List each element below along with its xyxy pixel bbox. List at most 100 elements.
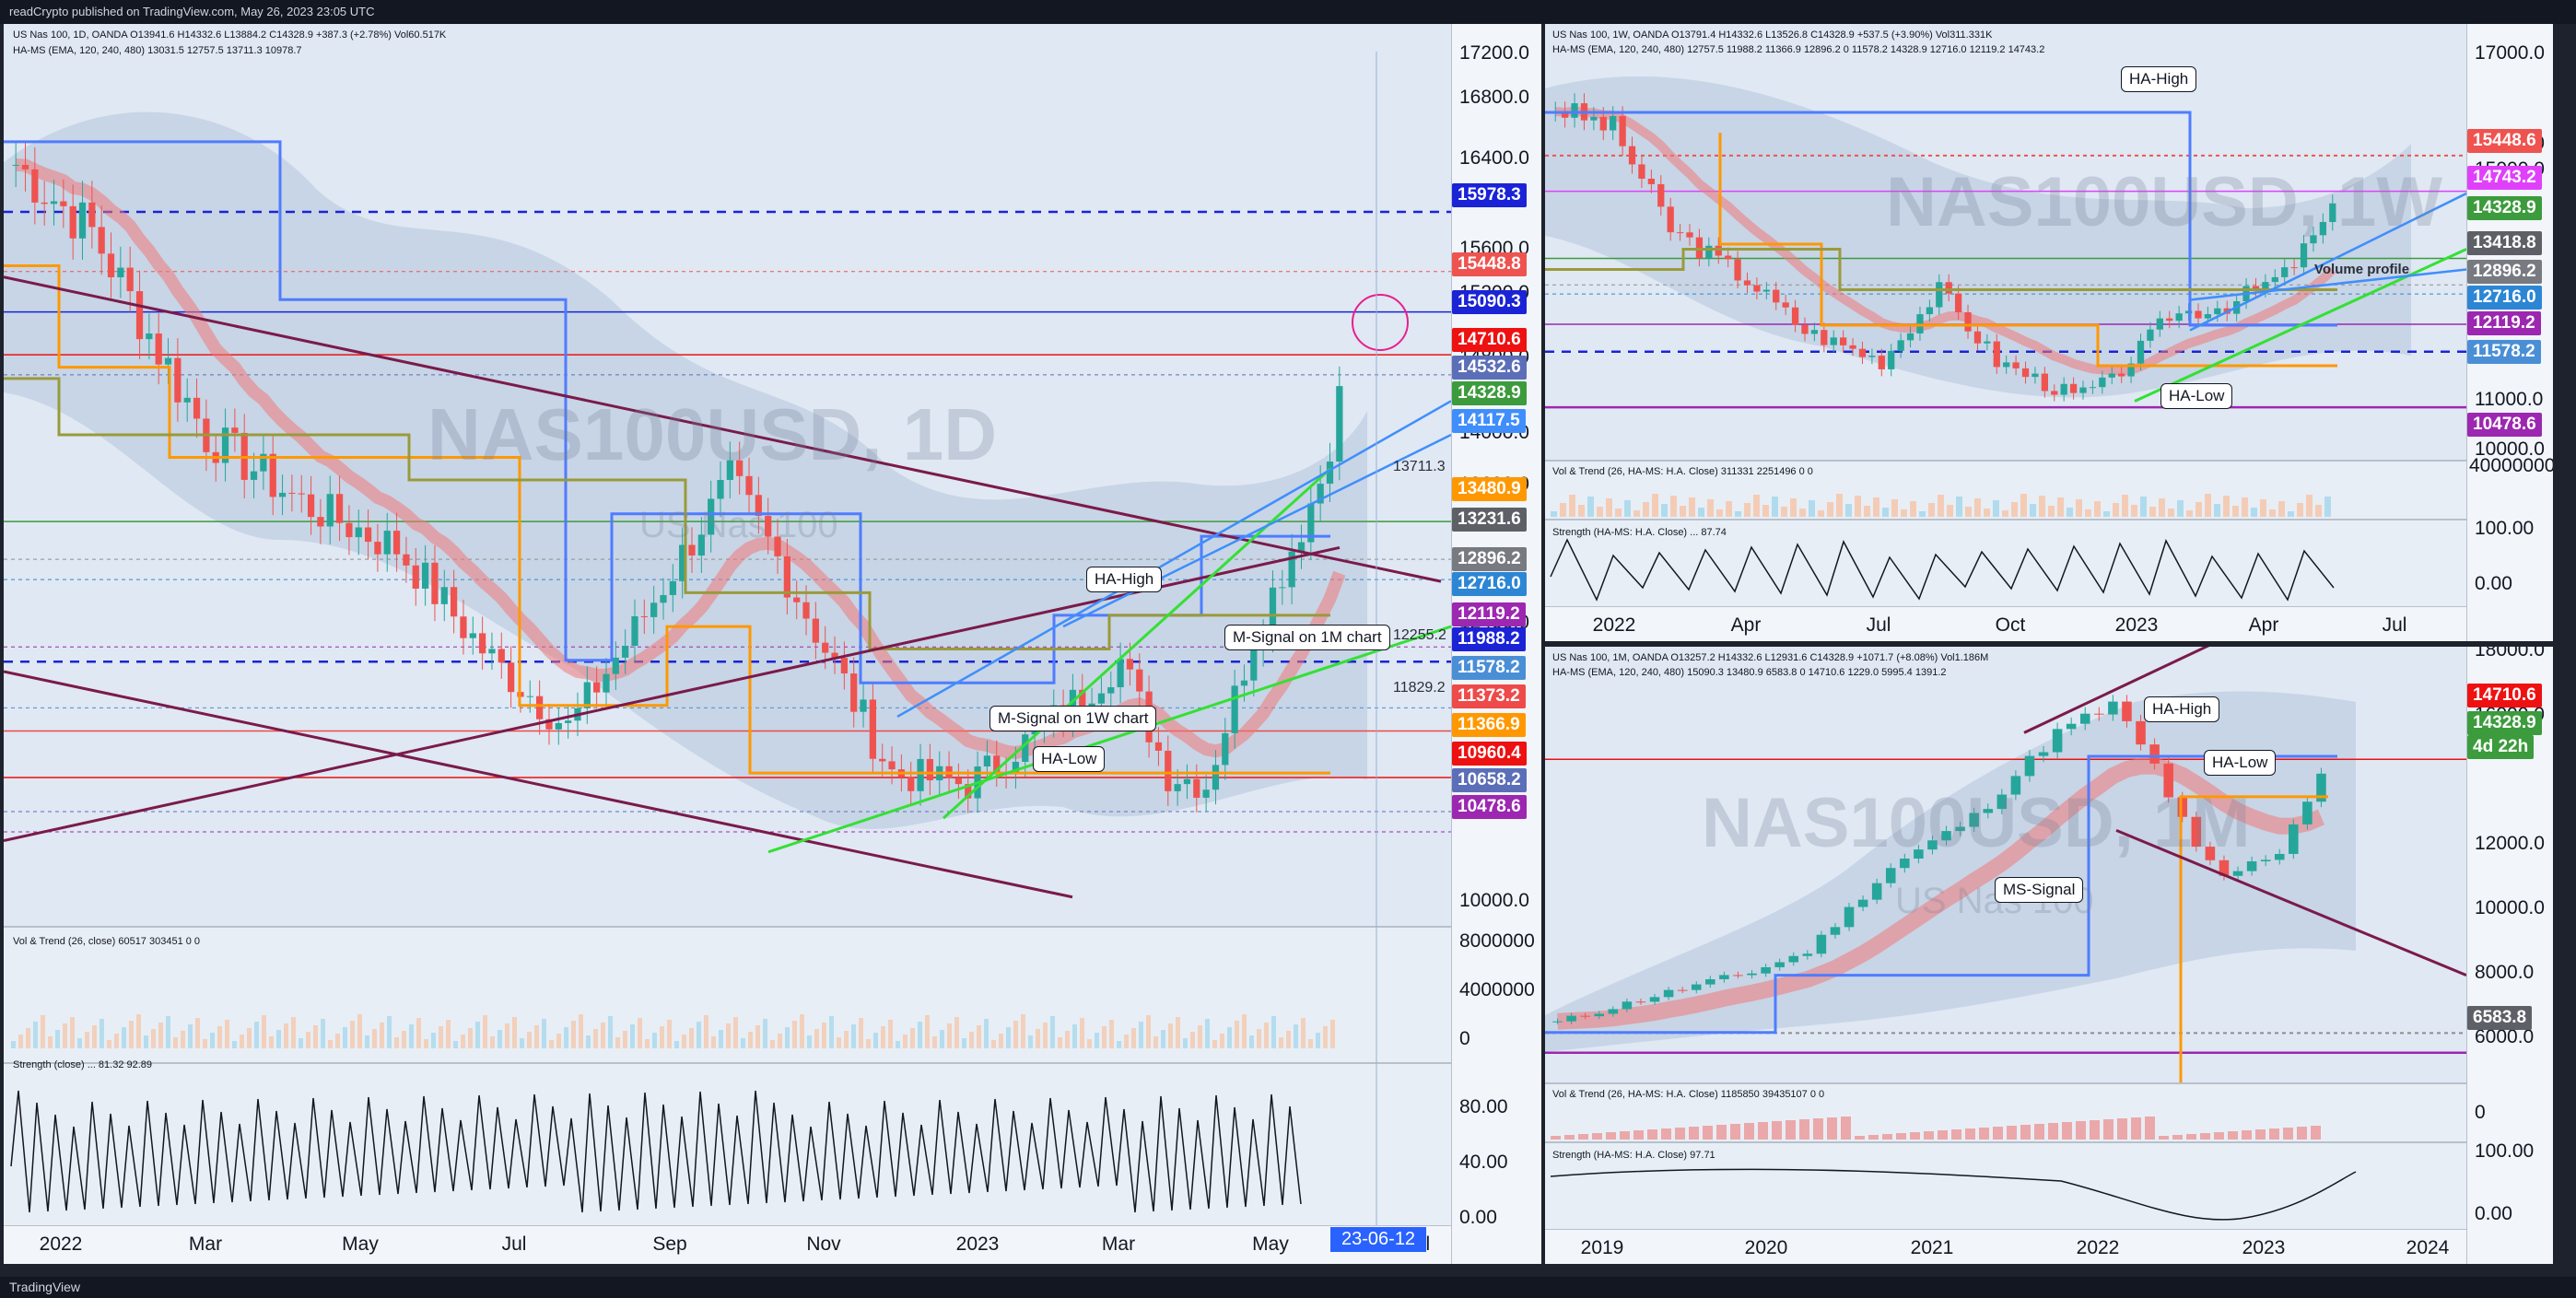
price-label: 13480.9 <box>1452 477 1527 501</box>
candle-body <box>431 562 439 604</box>
volume-bar <box>166 1016 170 1048</box>
volume-bar <box>1753 495 1760 517</box>
candle-body <box>1849 345 1856 349</box>
price-label: 12716.0 <box>1452 572 1527 596</box>
volume-bar <box>704 1015 708 1048</box>
volume-bar <box>571 1021 576 1048</box>
price-label: 14117.5 <box>1452 409 1526 433</box>
volume-bar <box>1680 506 1686 517</box>
candle-body <box>2310 235 2317 244</box>
time-tick: Jul <box>2382 614 2407 636</box>
price-label: 14328.9 <box>2467 711 2542 735</box>
candle-body <box>831 652 838 659</box>
time-axis-1m[interactable]: 2019 2020 2021 2022 2023 2024 <box>1545 1229 2466 1264</box>
candle-body <box>1107 687 1115 694</box>
volume-bar <box>527 1032 532 1048</box>
candle-body <box>335 494 344 523</box>
chart-panel-1d[interactable]: US Nas 100, 1D, OANDA O13941.6 H14332.6 … <box>4 24 1541 1264</box>
volume-bar <box>1323 1026 1328 1048</box>
volume-bar <box>1813 1118 1823 1140</box>
candle-body <box>1326 461 1334 485</box>
volume-bar <box>1928 503 1935 517</box>
volume-bar <box>682 1035 686 1048</box>
candle-body <box>1202 789 1210 798</box>
price-label: 12896.2 <box>1452 547 1527 571</box>
candle-body <box>2079 387 2087 393</box>
volume-bar <box>1013 1021 1018 1048</box>
candle-body <box>2214 308 2221 315</box>
time-tick: 2024 <box>2406 1237 2450 1258</box>
candle-body <box>536 696 544 719</box>
volume-bar <box>947 1023 952 1048</box>
time-axis-1w[interactable]: 2022 Apr Jul Oct 2023 Apr Jul <box>1545 606 2466 641</box>
price-label: 14328.9 <box>1452 381 1527 405</box>
candle-body <box>983 755 991 767</box>
volume-bar <box>55 1030 60 1048</box>
chart-panel-1w[interactable]: US Nas 100, 1W, OANDA O13791.4 H14332.6 … <box>1545 24 2553 641</box>
price-tick: 11000.0 <box>2475 389 2544 410</box>
candle-body <box>317 517 324 527</box>
candle-body <box>374 542 381 555</box>
time-axis-1d[interactable]: 2022MarMayJulSepNov2023MarMayul <box>4 1225 1451 1264</box>
volume-bar <box>1235 1021 1239 1048</box>
price-label: 14532.6 <box>1452 356 1527 380</box>
volume-bar <box>2030 504 2036 517</box>
candle-body <box>1761 966 1771 974</box>
volume-bar <box>402 1031 406 1048</box>
volume-bar <box>2122 495 2128 517</box>
candle-body <box>917 758 924 791</box>
time-tick: 2021 <box>1910 1237 1954 1258</box>
candle-body <box>1782 302 1789 308</box>
candle-body <box>2232 871 2243 876</box>
volume-bar <box>313 1025 318 1048</box>
price-axis-1m[interactable]: 18000.016000.012000.010000.08000.06000.0… <box>2466 647 2553 1264</box>
volume-bar <box>1772 1121 1782 1140</box>
volume-bar <box>151 1029 156 1048</box>
volume-bar <box>1058 1037 1062 1048</box>
candle-body <box>498 649 505 663</box>
candle-body <box>69 205 76 239</box>
tradingview-brand[interactable]: TradingView <box>9 1280 81 1294</box>
candle-body <box>174 357 181 403</box>
price-axis-1w[interactable]: 17000.016000.015000.011000.010000.015448… <box>2466 24 2553 641</box>
volume-bar <box>2255 1129 2266 1140</box>
trend-line <box>1062 433 1452 628</box>
volume-bar <box>409 1024 414 1048</box>
volume-bar <box>1938 495 1944 517</box>
strength-tick: 0.00 <box>2475 1203 2512 1224</box>
chart-panel-1m[interactable]: US Nas 100, 1M, OANDA O13257.2 H14332.6 … <box>1545 647 2553 1264</box>
candle-body <box>1969 813 1979 827</box>
volume-bar <box>1330 1020 1335 1048</box>
volume-bar <box>2228 1131 2238 1140</box>
candle-body <box>2094 713 2104 715</box>
chart-1w-plot[interactable] <box>1545 24 2553 641</box>
volume-bar <box>424 1039 428 1048</box>
candle-body <box>2246 860 2257 871</box>
volume-bar <box>1868 1135 1879 1140</box>
price-label: 14710.6 <box>2467 684 2542 707</box>
chart-1m-plot[interactable] <box>1545 647 2553 1264</box>
volume-bar <box>2242 1130 2252 1140</box>
volume-bar <box>232 1041 237 1048</box>
volume-bar <box>70 1017 75 1048</box>
time-tick: May <box>1252 1234 1289 1255</box>
volume-bar <box>1264 1023 1269 1048</box>
volume-bar <box>195 1018 200 1048</box>
volume-bar <box>26 1028 30 1048</box>
volume-bar <box>1139 1022 1143 1048</box>
price-axis-1d[interactable]: 17200.016800.016400.015600.015200.014800… <box>1451 24 1541 1264</box>
strength-tick: 40.00 <box>1459 1152 1508 1173</box>
annotation-m-signal-1m: M-Signal on 1M chart <box>1224 625 1390 650</box>
price-label: 12896.2 <box>2467 260 2542 284</box>
price-tick: 10000.0 <box>1459 890 1529 911</box>
time-tick: 2023 <box>2242 1237 2286 1258</box>
volume-bar <box>1633 510 1640 517</box>
candle-body <box>1307 503 1315 543</box>
volume-bar <box>1065 1031 1070 1048</box>
candle-body <box>593 682 601 693</box>
candle-body <box>298 493 305 495</box>
volume-bar <box>372 1029 377 1048</box>
ha-low-line <box>2179 795 2328 1093</box>
volume-bar <box>203 1039 207 1048</box>
time-tick: Sep <box>652 1234 687 1255</box>
